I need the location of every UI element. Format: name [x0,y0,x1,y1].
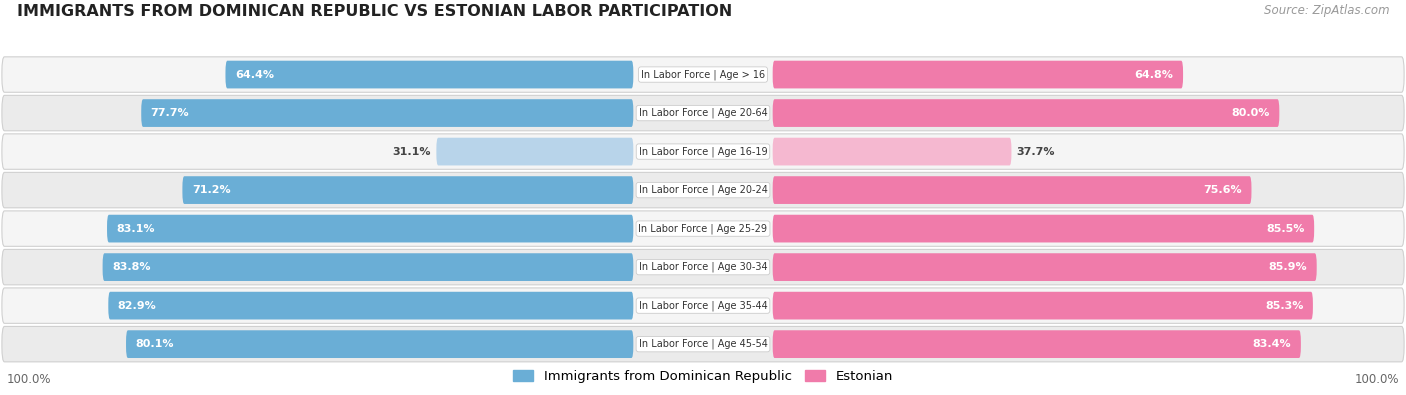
FancyBboxPatch shape [1,95,1405,131]
FancyBboxPatch shape [773,330,1301,358]
Text: In Labor Force | Age 45-54: In Labor Force | Age 45-54 [638,339,768,350]
FancyBboxPatch shape [773,138,1011,166]
FancyBboxPatch shape [103,253,633,281]
Text: 82.9%: 82.9% [118,301,156,310]
Text: 37.7%: 37.7% [1017,147,1054,156]
Text: 83.1%: 83.1% [117,224,155,233]
Text: 85.5%: 85.5% [1267,224,1305,233]
Text: In Labor Force | Age 35-44: In Labor Force | Age 35-44 [638,300,768,311]
Text: In Labor Force | Age > 16: In Labor Force | Age > 16 [641,69,765,80]
Text: 77.7%: 77.7% [150,108,190,118]
Text: 64.4%: 64.4% [235,70,274,79]
Text: 85.3%: 85.3% [1265,301,1303,310]
FancyBboxPatch shape [773,61,1182,88]
FancyBboxPatch shape [773,176,1251,204]
FancyBboxPatch shape [773,253,1316,281]
FancyBboxPatch shape [1,172,1405,208]
FancyBboxPatch shape [225,61,633,88]
FancyBboxPatch shape [436,138,633,166]
FancyBboxPatch shape [1,211,1405,246]
FancyBboxPatch shape [141,99,633,127]
Text: In Labor Force | Age 25-29: In Labor Force | Age 25-29 [638,223,768,234]
Text: 83.4%: 83.4% [1253,339,1291,349]
Text: 100.0%: 100.0% [1354,373,1399,386]
Text: In Labor Force | Age 20-24: In Labor Force | Age 20-24 [638,185,768,196]
Text: 83.8%: 83.8% [112,262,150,272]
FancyBboxPatch shape [108,292,633,320]
Text: In Labor Force | Age 30-34: In Labor Force | Age 30-34 [638,262,768,273]
FancyBboxPatch shape [1,134,1405,169]
Text: 75.6%: 75.6% [1204,185,1241,195]
Text: 71.2%: 71.2% [191,185,231,195]
FancyBboxPatch shape [107,215,633,243]
Text: 80.0%: 80.0% [1232,108,1270,118]
Text: In Labor Force | Age 16-19: In Labor Force | Age 16-19 [638,146,768,157]
Text: 80.1%: 80.1% [135,339,174,349]
Text: 64.8%: 64.8% [1135,70,1174,79]
Legend: Immigrants from Dominican Republic, Estonian: Immigrants from Dominican Republic, Esto… [508,365,898,388]
FancyBboxPatch shape [1,288,1405,324]
FancyBboxPatch shape [183,176,633,204]
Text: Source: ZipAtlas.com: Source: ZipAtlas.com [1264,4,1389,17]
FancyBboxPatch shape [773,99,1279,127]
FancyBboxPatch shape [1,57,1405,92]
Text: 85.9%: 85.9% [1268,262,1308,272]
Text: 100.0%: 100.0% [7,373,52,386]
Text: 31.1%: 31.1% [392,147,432,156]
FancyBboxPatch shape [127,330,633,358]
Text: In Labor Force | Age 20-64: In Labor Force | Age 20-64 [638,108,768,118]
FancyBboxPatch shape [1,249,1405,285]
FancyBboxPatch shape [1,326,1405,362]
FancyBboxPatch shape [773,292,1313,320]
Text: IMMIGRANTS FROM DOMINICAN REPUBLIC VS ESTONIAN LABOR PARTICIPATION: IMMIGRANTS FROM DOMINICAN REPUBLIC VS ES… [17,4,733,19]
FancyBboxPatch shape [773,215,1315,243]
